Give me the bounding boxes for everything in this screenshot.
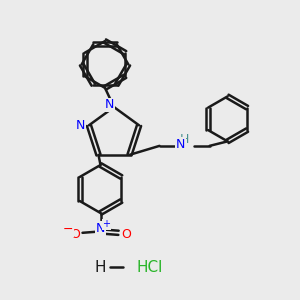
- Text: H: H: [180, 133, 189, 146]
- Text: +: +: [103, 219, 110, 229]
- Text: O: O: [70, 227, 80, 241]
- Text: N: N: [76, 119, 85, 132]
- Text: H: H: [95, 260, 106, 274]
- Text: N: N: [105, 98, 114, 112]
- Text: O: O: [122, 227, 131, 241]
- Text: HCl: HCl: [137, 260, 163, 274]
- Text: N: N: [96, 222, 105, 235]
- Text: −: −: [63, 223, 74, 236]
- Text: N: N: [176, 138, 185, 151]
